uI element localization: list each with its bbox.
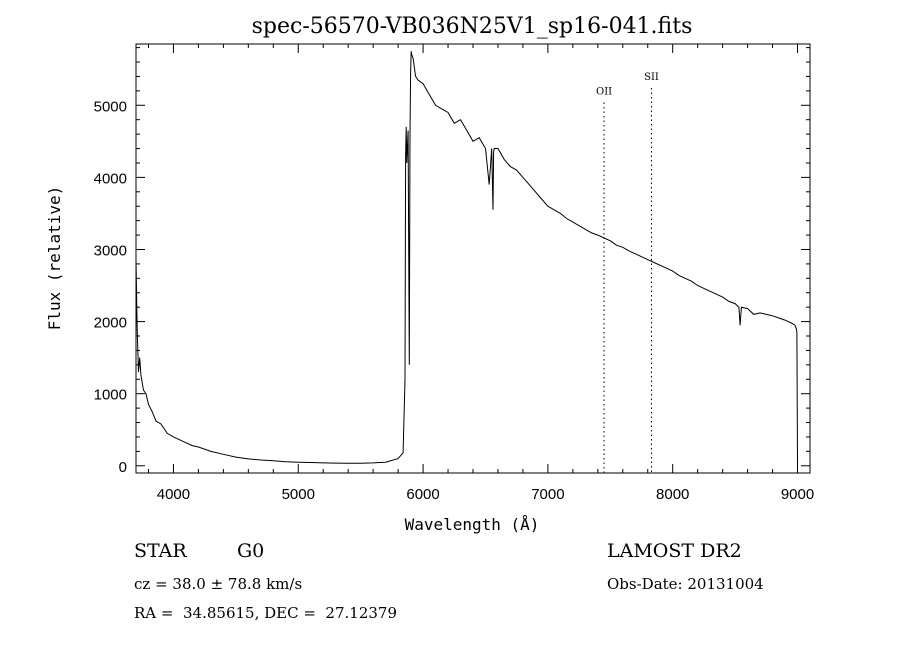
chart-title: spec-56570-VB036N25V1_sp16-041.fits — [252, 14, 693, 39]
y-tick-label: 5000 — [94, 98, 127, 115]
line-id-label: SII — [644, 72, 659, 83]
x-axis-label: Wavelength (Å) — [405, 515, 540, 534]
x-tick-label: 7000 — [531, 486, 564, 503]
line-id-label: OII — [596, 86, 612, 97]
x-tick-label: 8000 — [656, 486, 689, 503]
x-tick-label: 6000 — [406, 486, 439, 503]
y-tick-label: 3000 — [94, 242, 127, 259]
plot-frame — [135, 43, 811, 474]
y-tick-label: 1000 — [94, 387, 127, 404]
obs-date: Obs-Date: 20131004 — [607, 575, 764, 593]
y-tick-label: 4000 — [94, 170, 127, 187]
line-identifications: OII SII — [596, 72, 659, 473]
x-tick-label: 9000 — [781, 486, 814, 503]
axis-ticks: 4000 5000 6000 7000 8000 9000 0 1000 2000 3000 400… — [94, 44, 814, 503]
coordinates: RA = 34.85615, DEC = 27.12379 — [134, 604, 398, 622]
spectrum-line — [135, 51, 798, 466]
y-tick-label: 2000 — [94, 315, 127, 332]
y-tick-label: 0 — [119, 459, 127, 476]
redshift-value: cz = 38.0 ± 78.8 km/s — [134, 575, 303, 593]
x-tick-label: 4000 — [157, 486, 190, 503]
x-tick-label: 5000 — [282, 486, 315, 503]
y-axis-label: Flux (relative) — [45, 186, 64, 331]
object-subclass: G0 — [237, 540, 265, 562]
object-class: STAR — [134, 540, 187, 562]
survey-label: LAMOST DR2 — [607, 540, 742, 562]
